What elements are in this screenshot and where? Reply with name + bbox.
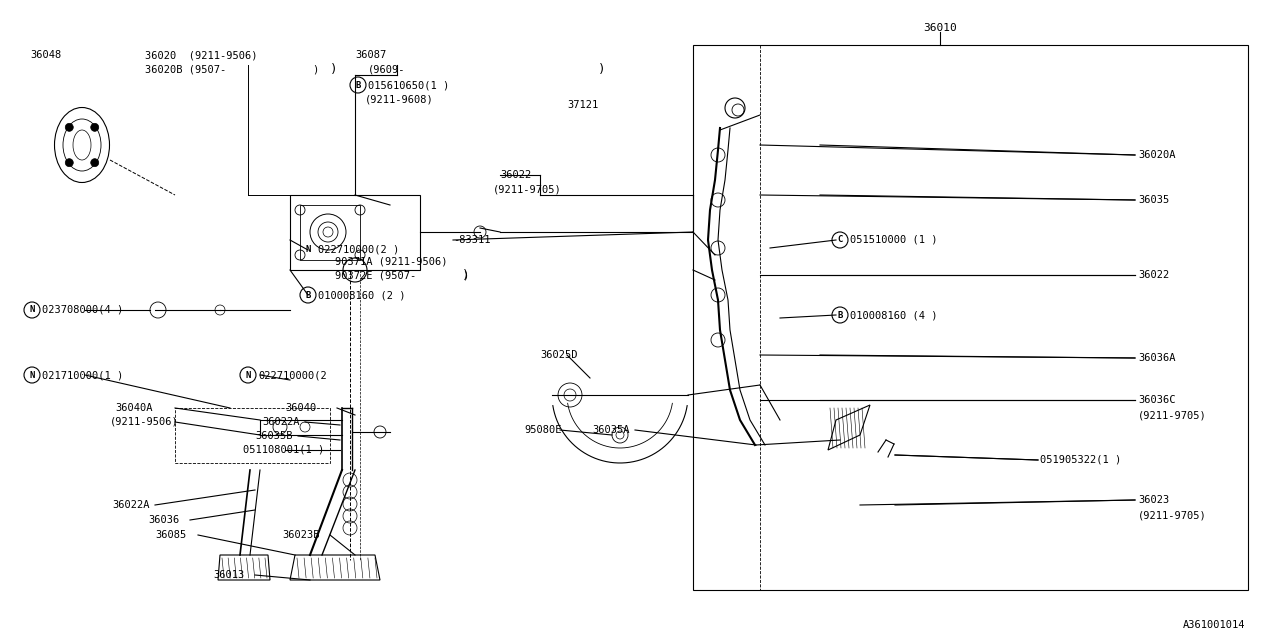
- Text: 010008160 (2 ): 010008160 (2 ): [317, 290, 406, 300]
- Text: 36036C: 36036C: [1138, 395, 1175, 405]
- Polygon shape: [828, 405, 870, 450]
- Text: 90371A (9211-9506): 90371A (9211-9506): [335, 257, 448, 267]
- Text: 36022: 36022: [500, 170, 531, 180]
- Text: ): ): [462, 270, 468, 280]
- Text: 36022A: 36022A: [262, 417, 300, 427]
- Text: 36035A: 36035A: [591, 425, 630, 435]
- Text: (9609-: (9609-: [369, 65, 406, 75]
- Text: N: N: [29, 371, 35, 380]
- Text: 36025D: 36025D: [540, 350, 577, 360]
- Text: 36010: 36010: [923, 23, 957, 33]
- Text: 36020  (9211-9506): 36020 (9211-9506): [145, 50, 257, 60]
- Text: ): ): [462, 269, 470, 282]
- Text: 36022: 36022: [1138, 270, 1169, 280]
- Text: 021710000(1 ): 021710000(1 ): [42, 370, 123, 380]
- Bar: [291, 195, 420, 270]
- Text: 36020B (9507-: 36020B (9507-: [145, 65, 227, 75]
- Text: (9211-9506): (9211-9506): [110, 417, 179, 427]
- Text: 023708000(4 ): 023708000(4 ): [42, 305, 123, 315]
- Circle shape: [91, 124, 99, 131]
- Text: 36013: 36013: [212, 570, 244, 580]
- Text: 36085: 36085: [155, 530, 187, 540]
- Text: 36040: 36040: [285, 403, 316, 413]
- Ellipse shape: [55, 108, 110, 182]
- Text: ): ): [330, 63, 338, 77]
- Text: N: N: [246, 371, 251, 380]
- Text: 36022A: 36022A: [113, 500, 150, 510]
- Text: 051905322(1 ): 051905322(1 ): [1039, 455, 1121, 465]
- Circle shape: [91, 159, 99, 166]
- Bar: [175, 408, 330, 463]
- Text: (9211-9705): (9211-9705): [493, 185, 562, 195]
- Text: 36035B: 36035B: [255, 431, 293, 441]
- Text: 015610650(1 ): 015610650(1 ): [369, 80, 449, 90]
- Ellipse shape: [73, 130, 91, 160]
- Text: 36036: 36036: [148, 515, 179, 525]
- Text: 36048: 36048: [29, 50, 61, 60]
- Text: B: B: [356, 81, 361, 90]
- Bar: [300, 205, 360, 260]
- Text: 051510000 (1 ): 051510000 (1 ): [850, 235, 937, 245]
- Text: (9211-9608): (9211-9608): [365, 95, 434, 105]
- Text: 022710000(2: 022710000(2: [259, 370, 326, 380]
- Bar: [692, 45, 1248, 590]
- Text: 36087: 36087: [355, 50, 387, 60]
- Text: 36020A: 36020A: [1138, 150, 1175, 160]
- Text: B: B: [837, 310, 842, 319]
- Text: 051108001(1 ): 051108001(1 ): [243, 445, 324, 455]
- Circle shape: [65, 159, 73, 166]
- Text: ): ): [598, 63, 605, 77]
- Text: (9211-9705): (9211-9705): [1138, 510, 1207, 520]
- Text: 022710000(2 ): 022710000(2 ): [317, 245, 399, 255]
- Polygon shape: [291, 555, 380, 580]
- Text: ): ): [312, 65, 319, 75]
- Text: N: N: [29, 305, 35, 314]
- Text: B: B: [306, 291, 311, 300]
- Ellipse shape: [63, 119, 101, 171]
- Text: C: C: [837, 236, 842, 244]
- Text: 36036A: 36036A: [1138, 353, 1175, 363]
- Text: 36040A: 36040A: [115, 403, 152, 413]
- Text: 36023B: 36023B: [282, 530, 320, 540]
- Text: 36035: 36035: [1138, 195, 1169, 205]
- Text: 90372E (9507-: 90372E (9507-: [335, 270, 416, 280]
- Text: A361001014: A361001014: [1183, 620, 1245, 630]
- Text: 010008160 (4 ): 010008160 (4 ): [850, 310, 937, 320]
- Text: 37121: 37121: [567, 100, 598, 110]
- Circle shape: [65, 124, 73, 131]
- Polygon shape: [218, 555, 270, 580]
- Text: N: N: [306, 246, 311, 255]
- Text: (9211-9705): (9211-9705): [1138, 410, 1207, 420]
- Text: -83311: -83311: [453, 235, 490, 245]
- Text: 36023: 36023: [1138, 495, 1169, 505]
- Text: 95080E: 95080E: [524, 425, 562, 435]
